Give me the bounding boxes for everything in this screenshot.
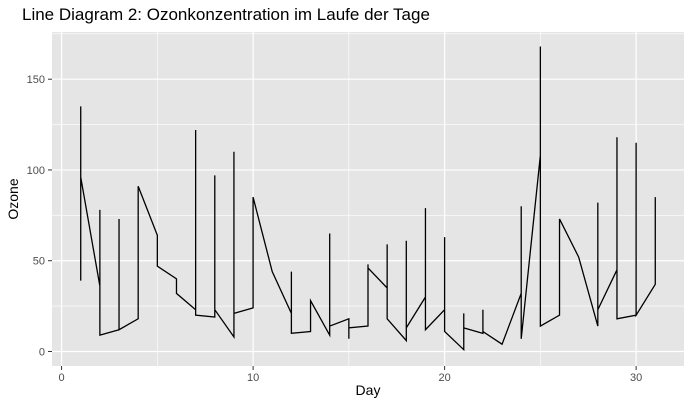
- x-tick-label: 20: [438, 372, 450, 384]
- x-tick-label: 10: [247, 372, 259, 384]
- y-axis-ticks: 0 50 100 150: [27, 74, 52, 358]
- y-tick-label: 50: [33, 256, 45, 268]
- y-tick-label: 0: [39, 346, 45, 358]
- ozone-series-line: [80, 46, 656, 352]
- y-tick-label: 100: [27, 165, 45, 177]
- x-axis-title: Day: [356, 382, 381, 398]
- x-axis-ticks: 0 10 20 30: [59, 366, 642, 384]
- x-tick-label: 0: [59, 372, 65, 384]
- x-tick-label: 30: [630, 372, 642, 384]
- chart-title: Line Diagram 2: Ozonkonzentration im Lau…: [22, 5, 430, 24]
- y-axis-title: Ozone: [5, 178, 21, 219]
- y-tick-label: 150: [27, 74, 45, 86]
